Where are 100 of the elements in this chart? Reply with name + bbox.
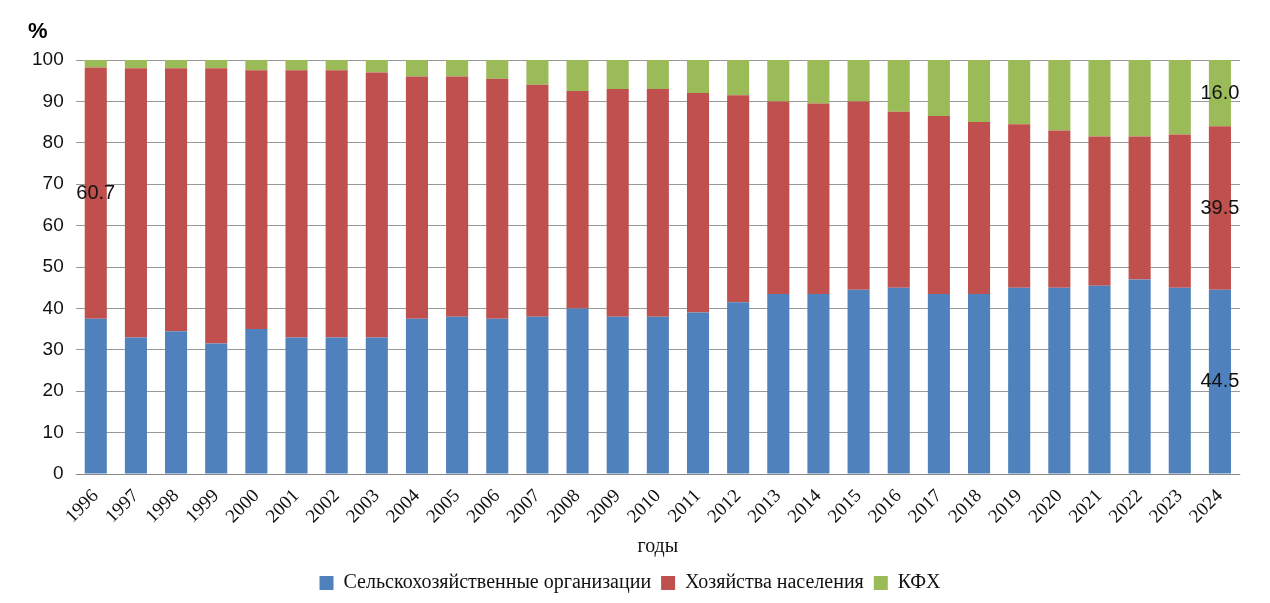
y-tick-label: 40	[42, 296, 64, 318]
bar	[124, 60, 147, 69]
bar	[205, 68, 228, 344]
bar	[1048, 60, 1071, 131]
bar	[1048, 130, 1071, 288]
bar	[526, 84, 549, 317]
bar	[1168, 287, 1191, 474]
bar	[245, 60, 268, 71]
bar	[606, 60, 629, 89]
bar	[446, 60, 469, 77]
bar	[1128, 136, 1151, 280]
bar	[847, 289, 870, 474]
bar	[968, 60, 991, 123]
bar	[686, 93, 710, 313]
y-tick-label: 70	[42, 172, 64, 194]
bar	[486, 60, 509, 79]
bar	[566, 91, 589, 309]
bar	[205, 60, 228, 69]
bar	[847, 60, 870, 102]
bar	[84, 318, 107, 474]
bar	[165, 60, 188, 69]
y-tick-label: 100	[32, 48, 64, 70]
bar	[205, 343, 228, 474]
bar	[1048, 287, 1071, 474]
y-tick-label: 60	[42, 213, 64, 235]
bar	[807, 293, 830, 474]
bar	[1088, 285, 1111, 474]
y-tick-label: 10	[42, 420, 64, 442]
bar	[486, 78, 509, 319]
bar	[646, 60, 669, 89]
bar	[727, 95, 750, 303]
bar	[1008, 60, 1031, 125]
bar	[847, 101, 870, 290]
bar	[365, 337, 388, 474]
bar	[566, 60, 589, 92]
bar	[84, 60, 107, 68]
bar	[1088, 60, 1111, 137]
legend-label: Сельскохозяйственные организации	[343, 570, 652, 594]
y-tick-label: 80	[42, 131, 64, 153]
bar	[526, 60, 549, 85]
bar	[887, 287, 910, 474]
bar	[446, 316, 469, 474]
bar	[245, 329, 268, 474]
x-tick-label: 1999	[180, 484, 223, 527]
bar	[927, 60, 950, 116]
bar	[365, 72, 388, 338]
bar	[646, 88, 669, 317]
bar	[405, 60, 428, 77]
bar	[727, 302, 750, 474]
bar	[566, 308, 589, 474]
y-tick-label: 20	[42, 379, 64, 401]
bar	[1008, 287, 1031, 474]
bar	[606, 316, 629, 474]
x-axis-title: годы	[637, 534, 679, 558]
bar	[968, 122, 991, 294]
bar	[606, 88, 629, 317]
y-tick-label: 50	[42, 255, 64, 277]
bar	[887, 111, 910, 288]
bar	[887, 60, 910, 112]
y-axis-title: %	[28, 18, 48, 44]
bar	[686, 60, 710, 94]
bar	[165, 68, 188, 332]
bar	[807, 103, 830, 294]
bar	[124, 68, 147, 338]
legend-label: Хозяйства населения	[685, 570, 864, 593]
bar	[365, 60, 388, 73]
bar	[285, 70, 308, 338]
bar	[807, 60, 830, 104]
bar	[1088, 136, 1111, 286]
bar	[325, 70, 348, 338]
bar	[245, 70, 268, 330]
bar	[927, 115, 950, 294]
bar	[1168, 134, 1191, 288]
bar	[405, 76, 428, 319]
bar	[1168, 60, 1191, 135]
bar	[968, 293, 991, 474]
bar	[1128, 279, 1151, 474]
bar	[325, 337, 348, 474]
bar	[1128, 60, 1151, 137]
y-tick-label: 30	[42, 338, 64, 360]
bar	[285, 337, 308, 474]
bar	[767, 293, 790, 474]
bar	[486, 318, 509, 474]
y-tick-label: 90	[42, 89, 64, 111]
bar	[325, 60, 348, 71]
bar	[285, 60, 308, 71]
bar	[767, 101, 790, 294]
bar	[927, 293, 950, 474]
bar	[446, 76, 469, 317]
bar	[767, 60, 790, 102]
bar	[1008, 124, 1031, 288]
bar	[165, 331, 188, 474]
bar	[124, 337, 147, 474]
bar	[727, 60, 750, 96]
bar	[686, 312, 710, 474]
bar	[405, 318, 428, 474]
bar	[646, 316, 669, 474]
y-tick-label: 0	[53, 462, 64, 484]
bar	[526, 316, 549, 474]
legend-label: КФХ	[897, 570, 942, 593]
